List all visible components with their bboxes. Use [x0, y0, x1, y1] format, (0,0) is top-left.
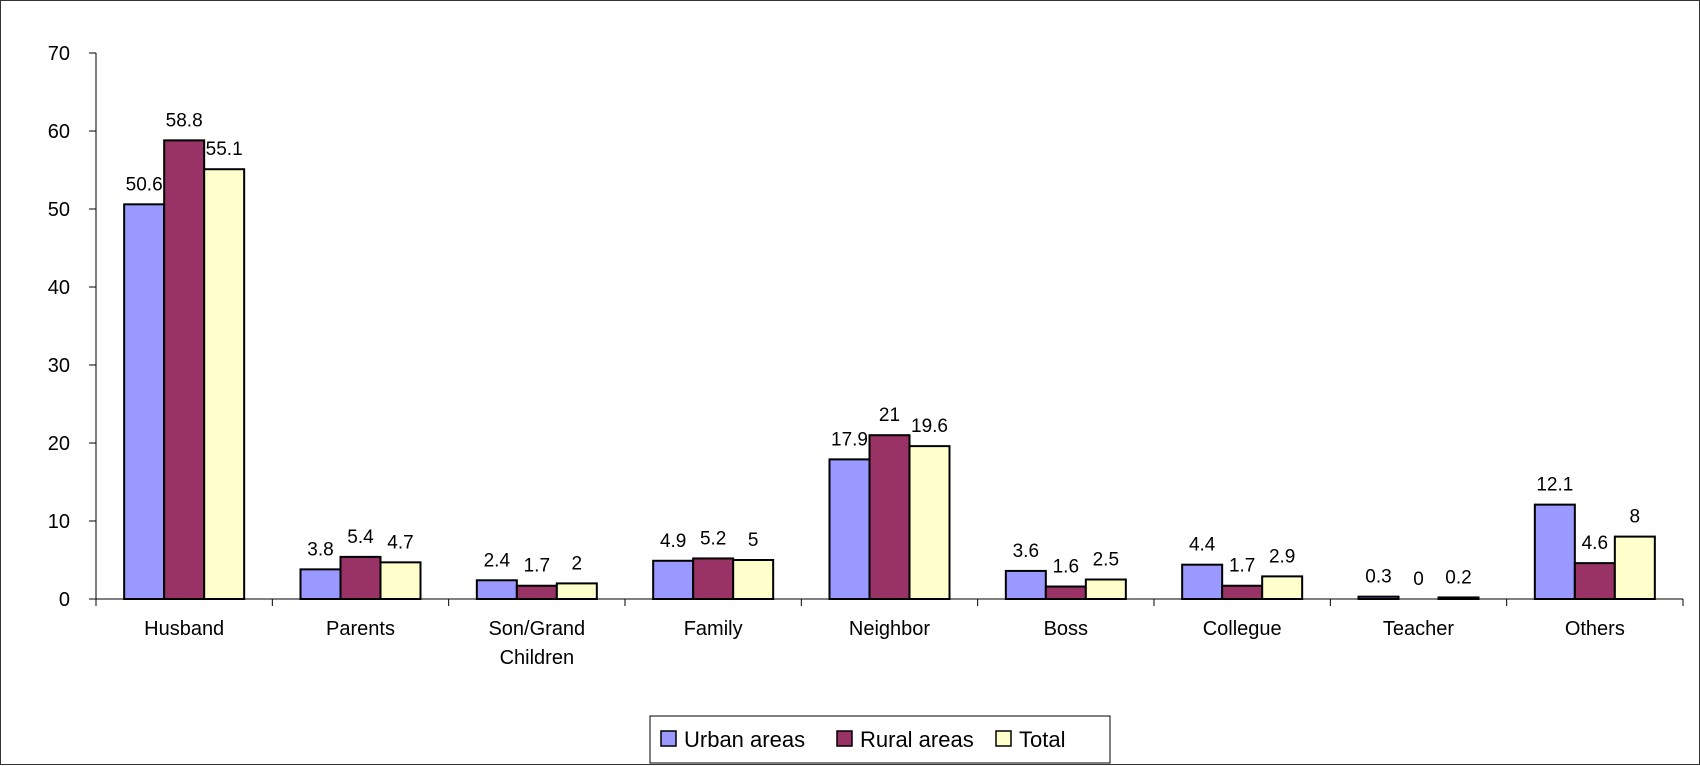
y-tick-label: 60: [48, 121, 70, 143]
bar-total: [379, 561, 422, 601]
data-label: 1.7: [524, 556, 550, 577]
data-label: 50.6: [126, 174, 163, 195]
bar-total: [732, 559, 775, 600]
data-label: 0.2: [1445, 567, 1471, 588]
x-tick-label: Others: [1565, 618, 1625, 640]
x-tick-label: Son/Grand Children: [488, 618, 585, 669]
y-tick-label: 30: [48, 355, 70, 377]
bar-urban-areas: [1357, 595, 1400, 600]
bar-urban-areas: [1533, 503, 1576, 600]
data-label: 5.4: [347, 527, 374, 548]
bar-urban-areas: [1004, 569, 1047, 600]
bar-urban-areas: [475, 579, 518, 601]
data-label: 3.8: [307, 539, 333, 560]
data-label: 1.7: [1229, 556, 1255, 577]
data-label: 0: [1413, 569, 1424, 590]
y-tick-label: 40: [48, 277, 70, 299]
legend: Urban areas Rural areas Total: [649, 715, 1111, 764]
data-label: 2.4: [484, 550, 511, 571]
data-label: 2: [572, 553, 583, 574]
x-tick-label: Neighbor: [849, 618, 931, 640]
legend-label: Rural areas: [860, 727, 974, 752]
bar-rural-areas: [339, 555, 382, 601]
legend-label: Urban areas: [684, 727, 805, 752]
bar-urban-areas: [652, 559, 695, 601]
legend-swatch: [995, 730, 1012, 747]
bar-rural-areas: [163, 139, 206, 601]
x-tick-label: Husband: [144, 618, 224, 640]
bar-rural-areas: [515, 584, 558, 600]
data-label: 4.7: [387, 532, 413, 553]
y-tick-label: 10: [48, 511, 70, 533]
bar-total: [1261, 575, 1304, 601]
bar-total: [1437, 596, 1480, 601]
x-tick-label: Parents: [326, 618, 395, 640]
data-label: 2.5: [1093, 550, 1119, 571]
data-label: 19.6: [911, 416, 948, 437]
x-tick-label: Teacher: [1383, 618, 1454, 640]
data-label: 0.3: [1365, 567, 1391, 588]
bar-urban-areas: [828, 458, 871, 600]
data-label: 2.9: [1269, 546, 1295, 567]
y-tick-label: 20: [48, 433, 70, 455]
data-labels: 50.6 58.855.1 3.8 5.4 4.7 2.4 1.7 2 4.9 5.2 5 17.9 2…: [126, 110, 1640, 590]
y-tick-label: 50: [48, 199, 70, 221]
bar-total: [1084, 578, 1127, 600]
legend-swatch: [836, 730, 853, 747]
legend-label: Total: [1019, 727, 1065, 752]
data-label: 8: [1630, 507, 1641, 528]
data-label: 4.9: [660, 531, 686, 552]
bar-rural-areas: [692, 557, 735, 601]
data-label: 5.2: [700, 528, 726, 549]
bar-total: [555, 582, 598, 601]
bar-rural-areas: [1044, 585, 1087, 601]
data-label: 17.9: [831, 429, 868, 450]
data-label: 21: [879, 405, 900, 426]
data-label: 4.4: [1189, 535, 1216, 556]
x-tick-label: Family: [684, 618, 743, 640]
bar-rural-areas: [868, 434, 911, 601]
data-label: 12.1: [1536, 475, 1573, 496]
y-tick-label: 0: [59, 589, 70, 611]
x-tick-label: Boss: [1044, 618, 1088, 640]
data-label: 58.8: [166, 110, 203, 131]
bar-total: [203, 168, 246, 600]
bar-urban-areas: [1181, 563, 1224, 600]
bar-urban-areas: [123, 203, 166, 600]
data-label: 3.6: [1013, 541, 1039, 562]
data-label: 5: [748, 530, 759, 551]
bar-total: [908, 445, 951, 600]
bar-rural-areas: [1221, 584, 1264, 600]
y-tick-label: 70: [48, 43, 70, 65]
bar-total: [1613, 535, 1656, 600]
data-label: 55.1: [206, 139, 243, 160]
x-tick-label: Collegue: [1203, 618, 1282, 640]
bar-urban-areas: [299, 568, 342, 600]
bars: [123, 139, 1656, 601]
legend-swatch: [660, 730, 677, 747]
data-label: 4.6: [1582, 533, 1608, 554]
legend-box: [649, 715, 1111, 764]
data-label: 1.6: [1053, 557, 1079, 578]
bar-rural-areas: [1573, 562, 1616, 600]
